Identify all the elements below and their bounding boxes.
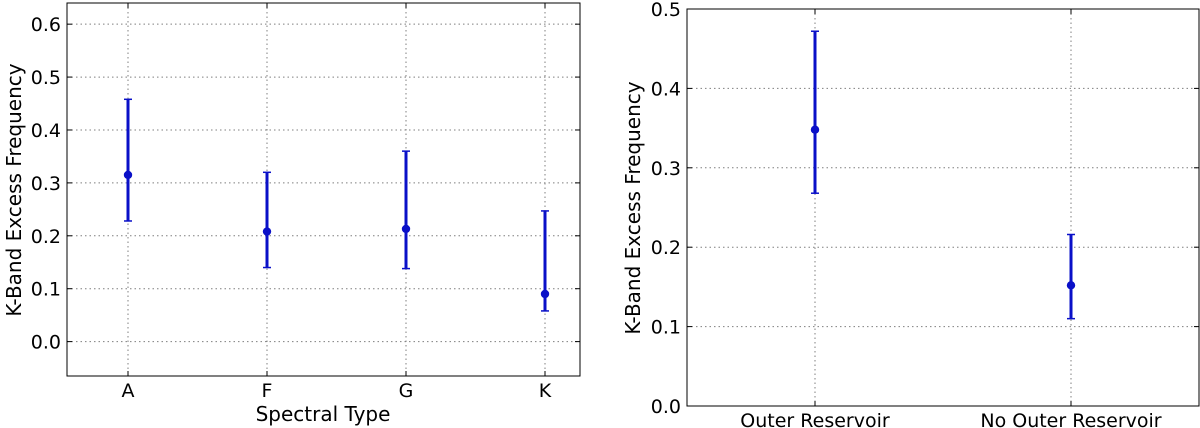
left-x-tick-label: K <box>539 380 552 402</box>
outer-reservoir-panel: K-Band Excess Frequency Outer Reservoir N… <box>621 0 1200 428</box>
right-x-tick-label: Outer Reservoir <box>740 410 890 428</box>
right-y-tick-label: 0.3 <box>651 158 681 180</box>
right-y-tick-label: 0.1 <box>651 317 681 339</box>
left-y-tick-label: 0.0 <box>31 332 61 354</box>
right-data-point <box>1066 281 1076 290</box>
right-data-point <box>810 125 820 134</box>
right-y-axis-title: K-Band Excess Frequency <box>621 81 645 334</box>
left-y-tick-label: 0.2 <box>31 226 61 248</box>
left-y-axis-title: K-Band Excess Frequency <box>2 63 26 316</box>
left-plot-frame <box>66 2 581 377</box>
left-data-point <box>262 227 272 236</box>
left-y-tick-label: 0.1 <box>31 279 61 301</box>
left-x-tick-label: A <box>122 380 135 402</box>
left-x-tick-label: F <box>262 380 273 402</box>
left-y-tick-label: 0.4 <box>31 120 61 142</box>
left-x-axis-title: Spectral Type <box>256 402 391 426</box>
right-y-tick-label: 0.4 <box>651 78 681 100</box>
left-data-point <box>123 170 133 180</box>
left-data-point <box>540 289 550 299</box>
left-y-tick-label: 0.5 <box>31 67 61 89</box>
right-y-tick-label: 0.5 <box>651 0 681 21</box>
left-data-point <box>401 224 411 234</box>
right-y-tick-label: 0.0 <box>651 396 681 418</box>
right-plot-frame <box>686 8 1200 407</box>
right-x-tick-label: No Outer Reservoir <box>980 410 1161 428</box>
left-y-tick-label: 0.3 <box>31 173 61 195</box>
right-y-tick-label: 0.2 <box>651 237 681 259</box>
left-y-tick-label: 0.6 <box>31 14 61 36</box>
spectral-type-panel: K-Band Excess Frequency Spectral Type A F… <box>2 2 581 426</box>
left-x-tick-label: G <box>399 380 414 402</box>
